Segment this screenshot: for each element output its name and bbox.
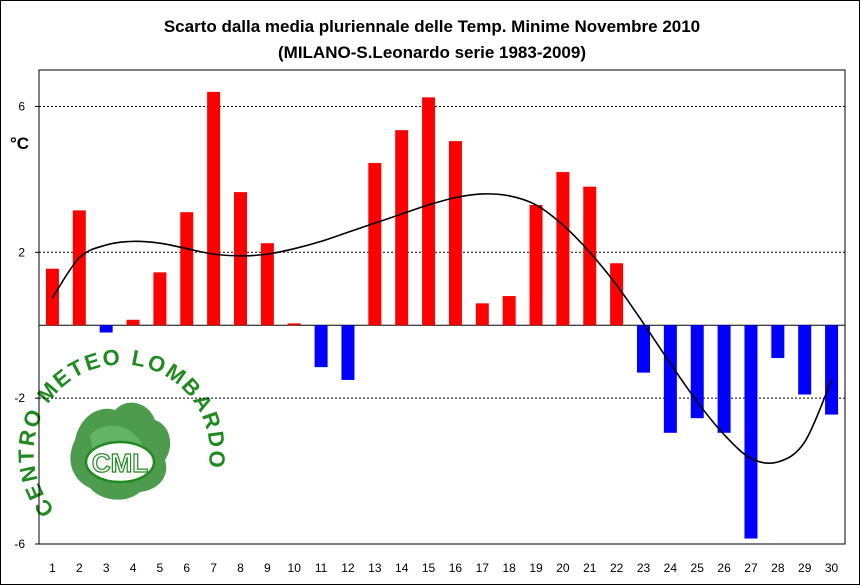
x-tick-label: 24 — [664, 561, 678, 575]
bar — [153, 272, 167, 326]
x-tick-label: 3 — [103, 561, 110, 575]
x-tick-label: 21 — [583, 561, 597, 575]
bar — [690, 325, 704, 419]
x-tick-label: 12 — [341, 561, 355, 575]
bar — [825, 325, 839, 415]
bar — [744, 325, 758, 539]
x-tick-label: 6 — [183, 561, 190, 575]
y-axis-label: °C — [10, 134, 29, 153]
x-tick-label: 5 — [157, 561, 164, 575]
x-tick-label: 15 — [422, 561, 436, 575]
x-tick-label: 14 — [395, 561, 409, 575]
bar — [610, 263, 624, 326]
cml-abbr: CML — [92, 448, 148, 478]
bar — [475, 303, 489, 326]
bar — [395, 130, 409, 326]
plot-area: 62-2-61 2 3 4 5 6 7 8 9 10 11 12 13 14 15 16 17 18 19 20 21 2… — [14, 69, 846, 575]
bar — [556, 172, 570, 326]
bar — [260, 243, 274, 326]
y-tick-label: 6 — [18, 99, 25, 113]
x-tick-label: 10 — [288, 561, 302, 575]
y-tick-label: -2 — [14, 391, 25, 405]
x-tick-label: 23 — [637, 561, 651, 575]
bar — [663, 325, 677, 433]
x-tick-label: 8 — [237, 561, 244, 575]
bar — [341, 325, 355, 380]
bar — [99, 325, 113, 333]
bar — [207, 91, 221, 326]
bar — [529, 204, 543, 326]
cml-badge — [84, 440, 156, 484]
x-tick-label: 16 — [449, 561, 463, 575]
x-tick-label: 29 — [798, 561, 812, 575]
x-tick-label: 17 — [476, 561, 490, 575]
bar — [422, 97, 436, 326]
bar — [502, 296, 516, 326]
bar — [583, 186, 597, 326]
chart-subtitle: (MILANO-S.Leonardo serie 1983-2009) — [278, 43, 586, 62]
bar — [72, 210, 86, 326]
bar — [717, 325, 731, 433]
bar — [314, 325, 328, 368]
chart-title: Scarto dalla media pluriennale delle Tem… — [164, 17, 700, 36]
x-tick-label: 19 — [529, 561, 543, 575]
bar — [287, 323, 301, 326]
bar — [234, 192, 247, 326]
bar — [798, 325, 812, 395]
x-tick-label: 22 — [610, 561, 624, 575]
bar — [771, 325, 785, 359]
x-tick-label: 20 — [556, 561, 570, 575]
y-tick-label: -6 — [14, 537, 25, 551]
x-tick-label: 26 — [717, 561, 731, 575]
x-tick-label: 13 — [368, 561, 382, 575]
bar — [126, 319, 140, 326]
plot-border — [38, 69, 846, 545]
x-tick-label: 27 — [744, 561, 758, 575]
x-tick-label: 25 — [691, 561, 705, 575]
x-tick-label: 28 — [771, 561, 785, 575]
x-tick-label: 1 — [49, 561, 56, 575]
x-tick-label: 11 — [315, 561, 328, 575]
trend-line — [51, 193, 833, 465]
bar — [180, 212, 194, 326]
x-tick-label: 4 — [130, 561, 137, 575]
x-tick-label: 9 — [264, 561, 271, 575]
bar — [637, 325, 650, 373]
bar — [368, 162, 382, 326]
x-tick-label: 7 — [210, 561, 217, 575]
x-tick-label: 30 — [825, 561, 839, 575]
bar — [448, 141, 462, 326]
x-tick-label: 2 — [76, 561, 83, 575]
y-tick-label: 2 — [18, 245, 25, 259]
x-tick-label: 18 — [502, 561, 516, 575]
